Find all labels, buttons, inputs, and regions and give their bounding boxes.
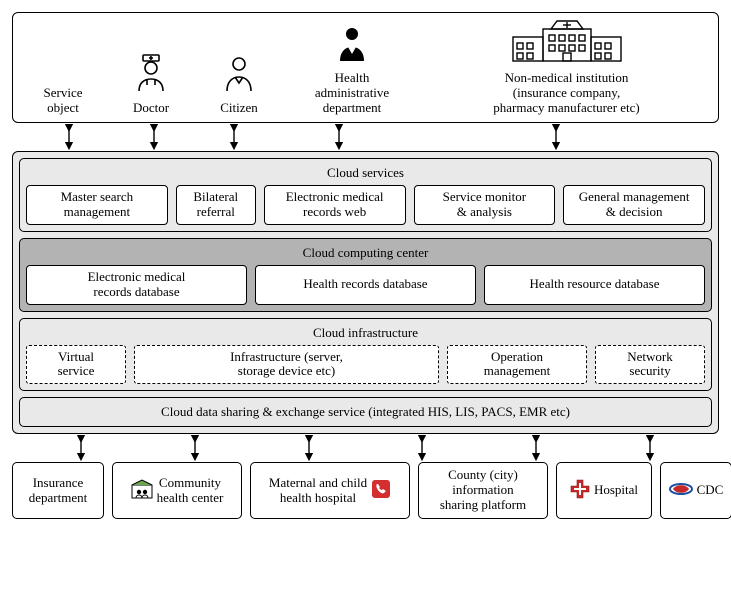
chip-virtual-service: Virtualservice <box>26 345 126 385</box>
actor-health-admin: Healthadministrativedepartment <box>287 19 417 116</box>
cloud-computing-items: Electronic medicalrecords database Healt… <box>26 265 705 305</box>
layer-cloud-infrastructure: Cloud infrastructure Virtualservice Infr… <box>19 318 712 392</box>
chip-service-monitor: Service monitor& analysis <box>414 185 556 225</box>
arrow-icon <box>416 435 428 461</box>
cdc-label: CDC <box>697 483 724 498</box>
cdc-icon <box>669 480 693 502</box>
consumer-cdc: CDC <box>660 462 731 519</box>
chip-emr-web: Electronic medicalrecords web <box>264 185 406 225</box>
consumer-hospital: Hospital <box>556 462 652 519</box>
service-object-label: Serviceobject <box>44 86 83 116</box>
arrow-icon <box>189 435 201 461</box>
chip-operation-mgmt: Operationmanagement <box>447 345 587 385</box>
chip-bilateral-referral: Bilateralreferral <box>176 185 256 225</box>
citizen-icon <box>222 53 256 97</box>
actor-citizen: Citizen <box>199 19 279 116</box>
doctor-icon <box>133 53 169 97</box>
chip-infrastructure: Infrastructure (server,storage device et… <box>134 345 439 385</box>
consumer-county: County (city)informationsharing platform <box>418 462 548 519</box>
chip-master-search: Master searchmanagement <box>26 185 168 225</box>
actor-doctor: Doctor <box>111 19 191 116</box>
layer-cloud-computing: Cloud computing center Electronic medica… <box>19 238 712 312</box>
chip-network-security: Networksecurity <box>595 345 705 385</box>
health-admin-icon <box>335 25 369 67</box>
cloud-sharing-label: Cloud data sharing & exchange service (i… <box>161 404 570 419</box>
arrows-bottom <box>12 434 719 462</box>
arrows-top <box>12 123 719 151</box>
chip-health-resource-db: Health resource database <box>484 265 705 305</box>
actors-row: Serviceobject Doctor <box>12 12 719 123</box>
phone-icon <box>371 479 391 503</box>
county-label: County (city)informationsharing platform <box>440 468 526 513</box>
arrow-icon <box>75 435 87 461</box>
architecture-diagram: Serviceobject Doctor <box>12 12 719 519</box>
layer-cloud-sharing: Cloud data sharing & exchange service (i… <box>19 397 712 427</box>
arrow-icon <box>644 435 656 461</box>
arrow-icon <box>24 124 114 150</box>
cloud-layers: Cloud services Master searchmanagement B… <box>12 151 719 435</box>
arrow-icon <box>530 435 542 461</box>
arrow-icon <box>404 124 707 150</box>
consumer-insurance: Insurancedepartment <box>12 462 104 519</box>
chip-emr-db: Electronic medicalrecords database <box>26 265 247 305</box>
community-icon <box>131 479 153 503</box>
arrow-icon <box>114 124 194 150</box>
cloud-services-title: Cloud services <box>26 163 705 185</box>
non-medical-label: Non-medical institution(insurance compan… <box>493 71 640 116</box>
layer-cloud-services: Cloud services Master searchmanagement B… <box>19 158 712 232</box>
chip-health-records-db: Health records database <box>255 265 476 305</box>
consumer-community: Communityhealth center <box>112 462 242 519</box>
community-label: Communityhealth center <box>157 476 224 506</box>
doctor-label: Doctor <box>133 101 169 116</box>
cloud-infra-items: Virtualservice Infrastructure (server,st… <box>26 345 705 385</box>
hospital-cross-icon <box>570 479 590 503</box>
actor-non-medical: Non-medical institution(insurance compan… <box>425 19 708 116</box>
hospital-label: Hospital <box>594 483 638 498</box>
cloud-computing-title: Cloud computing center <box>26 243 705 265</box>
consumers-row: Insurancedepartment Communityhealth cent… <box>12 462 719 519</box>
actor-service-object: Serviceobject <box>23 19 103 116</box>
arrow-icon <box>274 124 404 150</box>
cloud-infra-title: Cloud infrastructure <box>26 323 705 345</box>
insurance-label: Insurancedepartment <box>29 476 87 506</box>
consumer-maternal: Maternal and childhealth hospital <box>250 462 410 519</box>
maternal-label: Maternal and childhealth hospital <box>269 476 367 506</box>
citizen-label: Citizen <box>220 101 258 116</box>
health-admin-label: Healthadministrativedepartment <box>315 71 389 116</box>
cloud-services-items: Master searchmanagement Bilateralreferra… <box>26 185 705 225</box>
arrow-icon <box>194 124 274 150</box>
arrow-icon <box>303 435 315 461</box>
chip-general-mgmt: General management& decision <box>563 185 705 225</box>
building-icon <box>507 19 627 67</box>
